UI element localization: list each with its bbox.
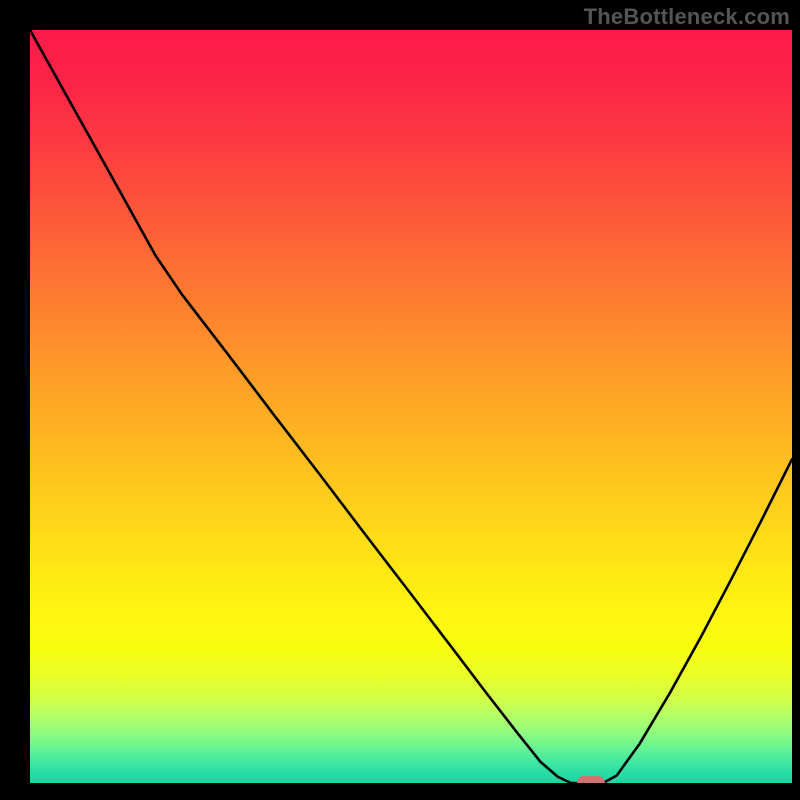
watermark-text: TheBottleneck.com: [584, 4, 790, 30]
chart-container: TheBottleneck.com: [0, 0, 800, 800]
frame-border-left: [0, 0, 30, 800]
frame-border-right: [792, 0, 800, 800]
plot-background: [30, 30, 792, 783]
frame-border-bottom: [0, 783, 800, 800]
bottleneck-curve-chart: [0, 0, 800, 800]
